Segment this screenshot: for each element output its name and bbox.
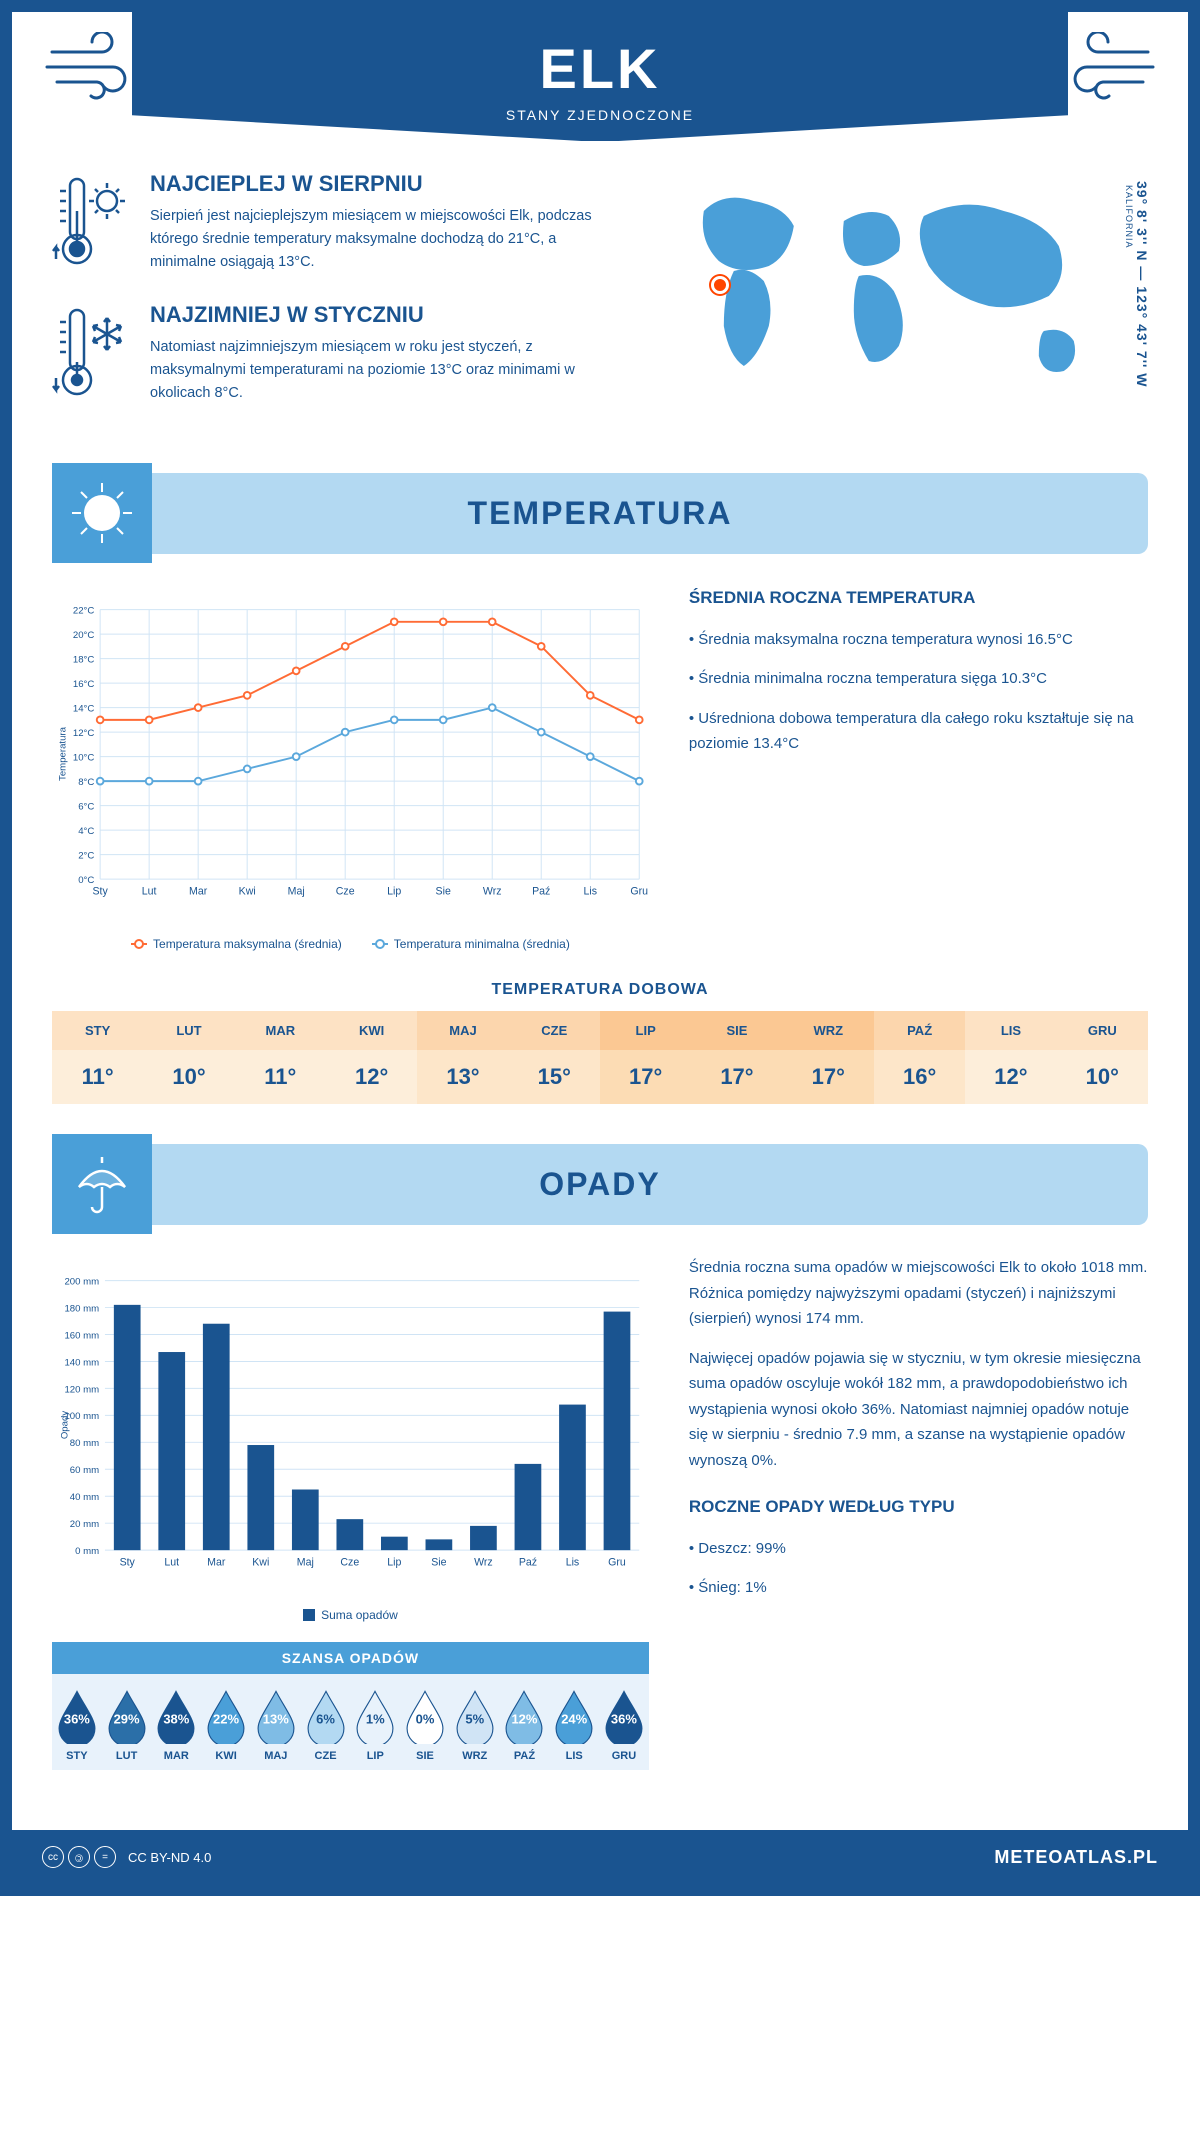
svg-text:Lip: Lip xyxy=(387,886,401,898)
location-country: STANY ZJEDNOCZONE xyxy=(132,107,1068,123)
svg-text:140 mm: 140 mm xyxy=(64,1357,99,1368)
svg-text:16°C: 16°C xyxy=(73,679,95,690)
daily-temp-title: TEMPERATURA DOBOWA xyxy=(52,981,1148,999)
svg-text:180 mm: 180 mm xyxy=(64,1303,99,1314)
svg-text:60 mm: 60 mm xyxy=(70,1465,99,1476)
thermometer-snow-icon xyxy=(52,302,132,407)
svg-text:Paź: Paź xyxy=(532,886,550,898)
svg-text:18°C: 18°C xyxy=(73,654,95,665)
temperature-section-header: TEMPERATURA xyxy=(52,473,1148,554)
svg-text:Lip: Lip xyxy=(387,1557,401,1569)
svg-text:Gru: Gru xyxy=(630,886,648,898)
svg-text:120 mm: 120 mm xyxy=(64,1384,99,1395)
svg-text:Lis: Lis xyxy=(583,886,597,898)
world-map xyxy=(640,171,1148,421)
svg-text:Kwi: Kwi xyxy=(239,886,256,898)
temp-info-title: ŚREDNIA ROCZNA TEMPERATURA xyxy=(689,584,1148,613)
svg-text:6°C: 6°C xyxy=(78,801,94,812)
thermometer-sun-icon xyxy=(52,171,132,276)
svg-text:80 mm: 80 mm xyxy=(70,1438,99,1449)
svg-text:Paź: Paź xyxy=(519,1557,537,1569)
svg-text:Sie: Sie xyxy=(431,1557,446,1569)
temperature-line-chart: 0°C 2°C 4°C 6°C 8°C 10°C 12°C 14°C 16°C 18°C 20°C 2… xyxy=(52,584,649,924)
svg-text:Sty: Sty xyxy=(120,1557,136,1569)
site-name: METEOATLAS.PL xyxy=(994,1847,1158,1868)
warmest-fact: NAJCIEPLEJ W SIERPNIU Sierpień jest najc… xyxy=(52,171,610,276)
coldest-fact: NAJZIMNIEJ W STYCZNIU Natomiast najzimni… xyxy=(52,302,610,407)
svg-text:4°C: 4°C xyxy=(78,826,94,837)
umbrella-icon xyxy=(52,1134,152,1234)
svg-text:Mar: Mar xyxy=(207,1557,226,1569)
svg-text:Kwi: Kwi xyxy=(252,1557,269,1569)
svg-text:12°C: 12°C xyxy=(73,728,95,739)
svg-text:Maj: Maj xyxy=(288,886,305,898)
svg-text:20°C: 20°C xyxy=(73,630,95,641)
svg-text:Temperatura: Temperatura xyxy=(57,726,68,781)
precip-section-header: OPADY xyxy=(52,1144,1148,1225)
svg-text:Lut: Lut xyxy=(142,886,157,898)
svg-text:8°C: 8°C xyxy=(78,777,94,788)
sun-icon xyxy=(52,463,152,563)
svg-text:2°C: 2°C xyxy=(78,850,94,861)
svg-text:Mar: Mar xyxy=(189,886,208,898)
temp-info-bullets: • Średnia maksymalna roczna temperatura … xyxy=(689,627,1148,757)
warmest-text: Sierpień jest najcieplejszym miesiącem w… xyxy=(150,205,610,275)
svg-text:20 mm: 20 mm xyxy=(70,1519,99,1530)
precip-bar-chart: 0 mm20 mm40 mm60 mm80 mm100 mm120 mm140 … xyxy=(52,1255,649,1595)
svg-text:Cze: Cze xyxy=(340,1557,359,1569)
svg-text:Wrz: Wrz xyxy=(474,1557,493,1569)
header-banner: ELK STANY ZJEDNOCZONE xyxy=(132,12,1068,141)
svg-text:Maj: Maj xyxy=(297,1557,314,1569)
svg-text:Gru: Gru xyxy=(608,1557,626,1569)
svg-text:40 mm: 40 mm xyxy=(70,1492,99,1503)
svg-text:14°C: 14°C xyxy=(73,703,95,714)
daily-temp-table: STY11°LUT10°MAR11°KWI12°MAJ13°CZE15°LIP1… xyxy=(52,1011,1148,1104)
cc-icons: cc🄯= xyxy=(42,1846,116,1868)
svg-text:22°C: 22°C xyxy=(73,605,95,616)
coldest-title: NAJZIMNIEJ W STYCZNIU xyxy=(150,302,610,328)
temperature-legend: Temperatura maksymalna (średnia) Tempera… xyxy=(52,937,649,951)
precip-chance-header: SZANSA OPADÓW xyxy=(52,1642,649,1674)
svg-text:0°C: 0°C xyxy=(78,875,94,886)
svg-text:Lut: Lut xyxy=(164,1557,179,1569)
svg-text:Opady: Opady xyxy=(59,1411,70,1440)
svg-text:Sty: Sty xyxy=(92,886,108,898)
precip-info-text: Średnia roczna suma opadów w miejscowośc… xyxy=(689,1255,1148,1473)
precip-legend: Suma opadów xyxy=(52,1608,649,1622)
svg-text:0 mm: 0 mm xyxy=(75,1546,99,1557)
coldest-text: Natomiast najzimniejszym miesiącem w rok… xyxy=(150,336,610,406)
footer: cc🄯= CC BY-ND 4.0 METEOATLAS.PL xyxy=(12,1830,1188,1884)
precip-type-title: ROCZNE OPADY WEDŁUG TYPU xyxy=(689,1493,1148,1522)
svg-text:Wrz: Wrz xyxy=(483,886,502,898)
svg-text:Lis: Lis xyxy=(566,1557,580,1569)
precip-type-list: • Deszcz: 99%• Śnieg: 1% xyxy=(689,1536,1148,1601)
warmest-title: NAJCIEPLEJ W SIERPNIU xyxy=(150,171,610,197)
svg-text:Sie: Sie xyxy=(436,886,451,898)
svg-text:200 mm: 200 mm xyxy=(64,1276,99,1287)
location-title: ELK xyxy=(132,36,1068,101)
svg-text:Cze: Cze xyxy=(336,886,355,898)
license-text: CC BY-ND 4.0 xyxy=(128,1850,211,1865)
precip-chance-row: 36%STY29%LUT38%MAR22%KWI13%MAJ6%CZE1%LIP… xyxy=(52,1674,649,1770)
svg-text:10°C: 10°C xyxy=(73,752,95,763)
svg-text:160 mm: 160 mm xyxy=(64,1330,99,1341)
